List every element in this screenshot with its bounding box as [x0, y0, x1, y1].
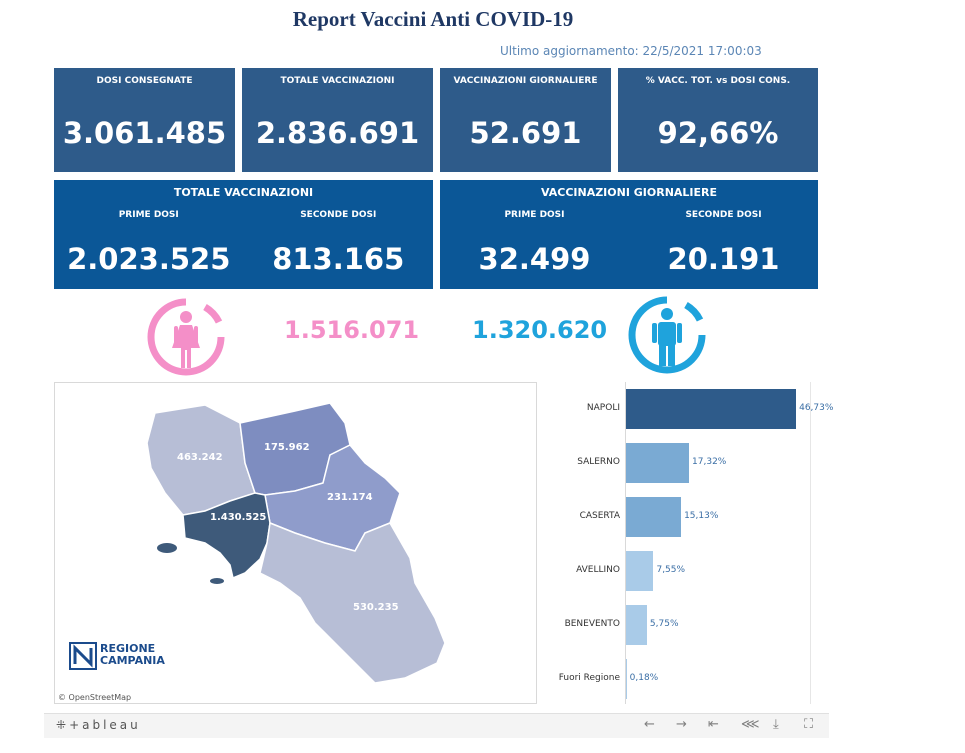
- kpi-totale-vaccinazioni: TOTALE VACCINAZIONI 2.836.691: [242, 68, 433, 172]
- map-value-salerno: 530.235: [353, 602, 399, 613]
- prime-dosi-value: 32.499: [478, 242, 591, 276]
- chart-axis-right: [810, 382, 811, 704]
- bar-value-label: 46,73%: [799, 403, 834, 413]
- logo-text: REGIONE CAMPANIA: [100, 643, 165, 667]
- map-region-napoli: [182, 492, 271, 580]
- revert-icon[interactable]: ⇤: [708, 717, 719, 732]
- map-island-ischia: [157, 543, 177, 553]
- map-island-capri: [210, 578, 224, 584]
- bar-value-label: 0,18%: [629, 673, 659, 683]
- map-value-napoli: 1.430.525: [210, 512, 267, 523]
- map-credit: © OpenStreetMap: [58, 693, 132, 702]
- kpi-dosi-consegnate: DOSI CONSEGNATE 3.061.485: [54, 68, 235, 172]
- bar[interactable]: [626, 389, 797, 429]
- bar-value-label: 15,13%: [684, 511, 719, 521]
- undo-icon[interactable]: ←: [644, 717, 655, 732]
- bar[interactable]: [626, 659, 627, 699]
- kpi-vaccinazioni-giornaliere: VACCINAZIONI GIORNALIERE 52.691: [440, 68, 611, 172]
- kpi-value: 92,66%: [657, 116, 779, 150]
- seconde-dosi-label: SECONDE DOSI: [300, 210, 377, 220]
- map-region-salerno: [259, 521, 446, 684]
- logo-line-1: REGIONE: [100, 642, 156, 655]
- bar-value-label: 17,32%: [692, 457, 727, 467]
- chart-axis-left: [625, 382, 626, 704]
- male-icon: [628, 296, 706, 374]
- kpi-label: VACCINAZIONI GIORNALIERE: [453, 76, 598, 86]
- bar[interactable]: [626, 497, 682, 537]
- panel-totale-vaccinazioni: TOTALE VACCINAZIONI PRIME DOSI SECONDE D…: [54, 180, 433, 289]
- page-title: Report Vaccini Anti COVID-19: [292, 7, 574, 31]
- redo-icon[interactable]: →: [676, 717, 687, 732]
- seconde-dosi-value: 20.191: [667, 242, 780, 276]
- tableau-toolbar: ⁜+ableau ← → ⇤ ⋘ ⤓ ⛶: [44, 713, 829, 738]
- female-icon: [147, 298, 225, 376]
- kpi-label: % VACC. TOT. vs DOSI CONS.: [645, 76, 791, 86]
- bar-value-label: 7,55%: [656, 565, 686, 575]
- tableau-icon: ⁜: [56, 718, 70, 732]
- male-count: 1.320.620: [472, 316, 608, 344]
- panel-vaccinazioni-giornaliere: VACCINAZIONI GIORNALIERE PRIME DOSI SECO…: [440, 180, 818, 289]
- map-value-caserta: 463.242: [177, 452, 223, 463]
- bar-category-label: Fuori Regione: [558, 673, 620, 683]
- kpi-label: DOSI CONSEGNATE: [96, 76, 193, 86]
- province-bar-chart: NAPOLI 46,73% SALERNO 17,32% CASERTA 15,13% AV…: [558, 382, 833, 704]
- regione-campania-logo: [69, 642, 97, 672]
- bar-category-label: AVELLINO: [576, 565, 620, 575]
- download-icon[interactable]: ⤓: [773, 717, 779, 732]
- bar[interactable]: [626, 551, 654, 591]
- kpi-percent-vacc: % VACC. TOT. vs DOSI CONS. 92,66%: [618, 68, 818, 172]
- tableau-brand: +ableau: [69, 718, 141, 732]
- map-value-avellino: 231.174: [327, 492, 373, 503]
- last-updated: Ultimo aggiornamento: 22/5/2021 17:00:03: [500, 44, 762, 58]
- share-icon[interactable]: ⋘: [741, 717, 760, 732]
- map-value-benevento: 175.962: [264, 442, 310, 453]
- bar-category-label: SALERNO: [577, 457, 620, 467]
- bar-category-label: CASERTA: [579, 511, 620, 521]
- panel-title: TOTALE VACCINAZIONI: [173, 186, 314, 199]
- fullscreen-icon[interactable]: ⛶: [804, 717, 814, 732]
- bar[interactable]: [626, 605, 647, 645]
- prime-dosi-label: PRIME DOSI: [118, 210, 179, 220]
- seconde-dosi-label: SECONDE DOSI: [685, 210, 762, 220]
- kpi-value: 52.691: [469, 116, 582, 150]
- logo-line-2: CAMPANIA: [100, 654, 165, 667]
- kpi-value: 3.061.485: [62, 116, 227, 150]
- bar[interactable]: [626, 443, 690, 483]
- tableau-logo[interactable]: ⁜+ableau: [56, 718, 141, 732]
- prime-dosi-value: 2.023.525: [67, 242, 231, 276]
- bar-category-label: NAPOLI: [586, 403, 620, 413]
- female-count: 1.516.071: [284, 316, 420, 344]
- campania-map[interactable]: 463.242 175.962 231.174 1.430.525 530.23…: [54, 382, 537, 704]
- bar-category-label: BENEVENTO: [564, 619, 620, 629]
- seconde-dosi-value: 813.165: [272, 242, 405, 276]
- bar-value-label: 5,75%: [649, 619, 679, 629]
- prime-dosi-label: PRIME DOSI: [504, 210, 565, 220]
- kpi-label: TOTALE VACCINAZIONI: [280, 76, 395, 86]
- kpi-value: 2.836.691: [255, 116, 420, 150]
- panel-title: VACCINAZIONI GIORNALIERE: [540, 186, 718, 199]
